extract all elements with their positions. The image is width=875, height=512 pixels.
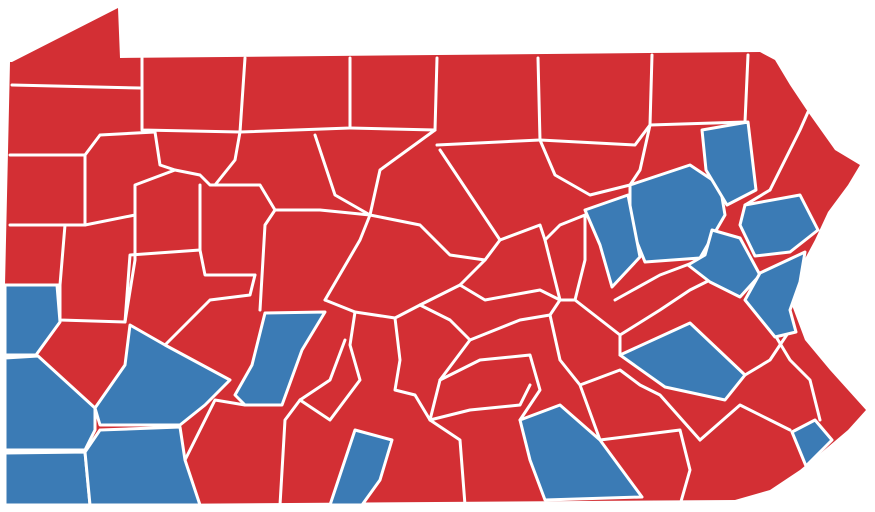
county-blue-southeast-1	[618, 321, 747, 402]
county-blue-west-4	[93, 323, 232, 427]
county-blue-west-5	[83, 425, 202, 507]
county-blue-west-1	[3, 283, 62, 357]
county-blue-central-1	[233, 310, 327, 407]
county-blue-central-2	[328, 428, 394, 507]
county-blue-philadelphia	[790, 418, 834, 468]
county-blue-south-1	[518, 403, 644, 502]
county-blue-west-3	[3, 450, 92, 507]
county-blue-west-2	[3, 354, 97, 452]
blue-counties	[3, 120, 834, 507]
county-blue-northeast-3	[583, 193, 642, 289]
county-borders	[8, 53, 822, 507]
county-blue-northeast-4	[738, 193, 820, 258]
county-blue-northeast-2	[700, 120, 758, 207]
county-blue-east-2	[743, 250, 807, 339]
county-blue-east-1	[686, 228, 762, 299]
